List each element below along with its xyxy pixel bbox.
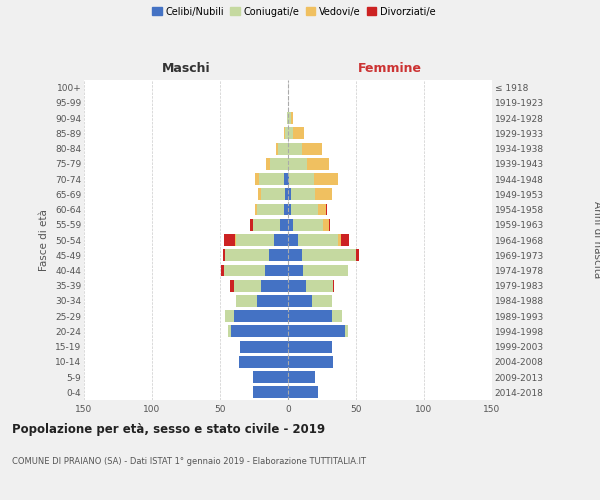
Bar (259, 173, 284, 185)
Bar (288, 188, 291, 200)
Bar (313, 295, 332, 307)
Bar (288, 356, 333, 368)
Bar (256, 204, 257, 216)
Bar (288, 326, 345, 338)
Bar (288, 142, 302, 154)
Bar (333, 280, 334, 291)
Bar (315, 188, 332, 200)
Bar (253, 386, 288, 398)
Bar (314, 173, 338, 185)
Bar (288, 371, 315, 383)
Bar (256, 173, 259, 185)
Bar (230, 280, 233, 291)
Bar (291, 112, 293, 124)
Bar (288, 204, 291, 216)
Bar (231, 326, 288, 338)
Bar (236, 295, 257, 307)
Bar (276, 142, 278, 154)
Bar (288, 234, 298, 246)
Bar (239, 356, 288, 368)
Bar (224, 234, 235, 246)
Bar (253, 219, 280, 230)
Bar (235, 234, 236, 246)
Bar (291, 204, 318, 216)
Y-axis label: Fasce di età: Fasce di età (40, 209, 49, 271)
Bar (221, 264, 224, 276)
Bar (338, 234, 341, 246)
Bar (293, 128, 304, 140)
Bar (261, 188, 285, 200)
Bar (288, 112, 291, 124)
Bar (318, 204, 326, 216)
Bar (341, 234, 349, 246)
Bar (303, 264, 348, 276)
Bar (250, 219, 253, 230)
Bar (223, 250, 226, 261)
Text: COMUNE DI PRAIANO (SA) - Dati ISTAT 1° gennaio 2019 - Elaborazione TUTTITALIA.IT: COMUNE DI PRAIANO (SA) - Dati ISTAT 1° g… (12, 458, 366, 466)
Bar (284, 204, 288, 216)
Bar (257, 204, 284, 216)
Bar (278, 142, 288, 154)
Bar (287, 112, 288, 124)
Bar (329, 219, 330, 230)
Bar (236, 234, 274, 246)
Text: Femmine: Femmine (358, 62, 422, 75)
Bar (293, 219, 323, 230)
Text: Popolazione per età, sesso e stato civile - 2019: Popolazione per età, sesso e stato civil… (12, 422, 325, 436)
Bar (326, 204, 328, 216)
Bar (280, 219, 288, 230)
Legend: Celibi/Nubili, Coniugati/e, Vedovi/e, Divorziati/e: Celibi/Nubili, Coniugati/e, Vedovi/e, Di… (150, 5, 438, 18)
Bar (284, 173, 288, 185)
Bar (228, 326, 231, 338)
Bar (284, 128, 285, 140)
Bar (285, 188, 288, 200)
Bar (274, 234, 288, 246)
Bar (258, 188, 261, 200)
Bar (288, 310, 332, 322)
Bar (323, 219, 329, 230)
Bar (271, 158, 288, 170)
Y-axis label: Anni di nascita: Anni di nascita (592, 202, 600, 278)
Bar (226, 250, 269, 261)
Bar (288, 128, 293, 140)
Bar (288, 340, 332, 352)
Bar (298, 234, 338, 246)
Bar (288, 280, 305, 291)
Bar (356, 250, 359, 261)
Bar (288, 219, 293, 230)
Bar (345, 326, 348, 338)
Bar (302, 250, 356, 261)
Bar (307, 158, 329, 170)
Bar (233, 280, 261, 291)
Bar (288, 250, 302, 261)
Bar (257, 295, 288, 307)
Bar (288, 173, 289, 185)
Bar (288, 264, 303, 276)
Bar (269, 250, 288, 261)
Bar (305, 280, 333, 291)
Text: Maschi: Maschi (161, 62, 211, 75)
Bar (253, 371, 288, 383)
Bar (266, 158, 271, 170)
Bar (285, 128, 288, 140)
Bar (224, 264, 265, 276)
Bar (289, 173, 314, 185)
Bar (241, 340, 288, 352)
Bar (288, 386, 318, 398)
Bar (261, 280, 288, 291)
Bar (226, 310, 233, 322)
Bar (288, 295, 313, 307)
Bar (265, 264, 288, 276)
Bar (291, 188, 315, 200)
Bar (302, 142, 322, 154)
Bar (233, 310, 288, 322)
Bar (288, 158, 307, 170)
Bar (332, 310, 343, 322)
